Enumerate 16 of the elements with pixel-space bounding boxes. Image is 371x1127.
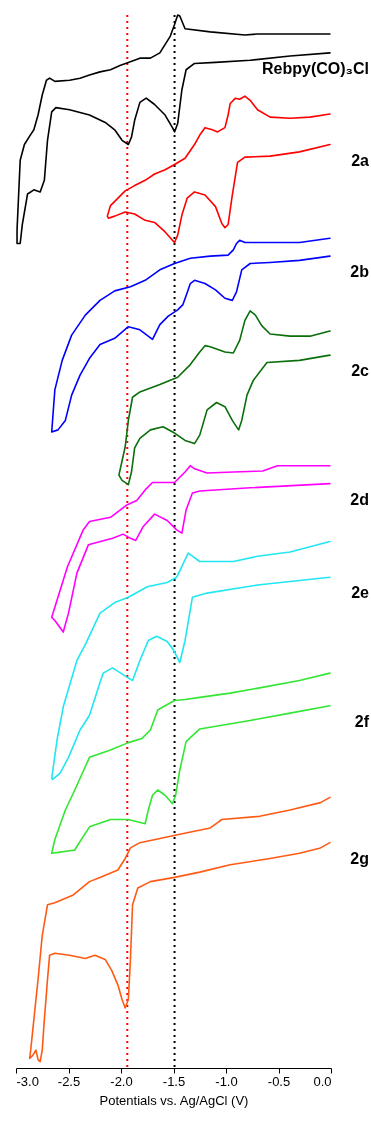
series-label: 2a (351, 151, 370, 169)
series-label: 2c (351, 362, 370, 380)
series-label: 2b (350, 263, 370, 281)
series-label: 2e (351, 584, 370, 602)
x-tick-label: -3.0 (16, 1073, 39, 1089)
x-tick-label: -2.0 (110, 1073, 133, 1089)
series-label: Rebpy(CO)₃Cl (262, 59, 369, 77)
x-tick-label: -1.5 (162, 1073, 186, 1089)
series-label: 2g (350, 849, 369, 867)
x-tick-label: -0.5 (267, 1073, 291, 1089)
x-axis-title: Potentials vs. Ag/AgCl (V) (99, 1092, 249, 1108)
series-label: 2f (354, 712, 370, 730)
x-tick-label: -1.0 (215, 1073, 238, 1089)
series-label: 2d (350, 490, 369, 508)
x-tick-label: -2.5 (57, 1073, 81, 1089)
x-tick-label: 0.0 (313, 1073, 332, 1089)
